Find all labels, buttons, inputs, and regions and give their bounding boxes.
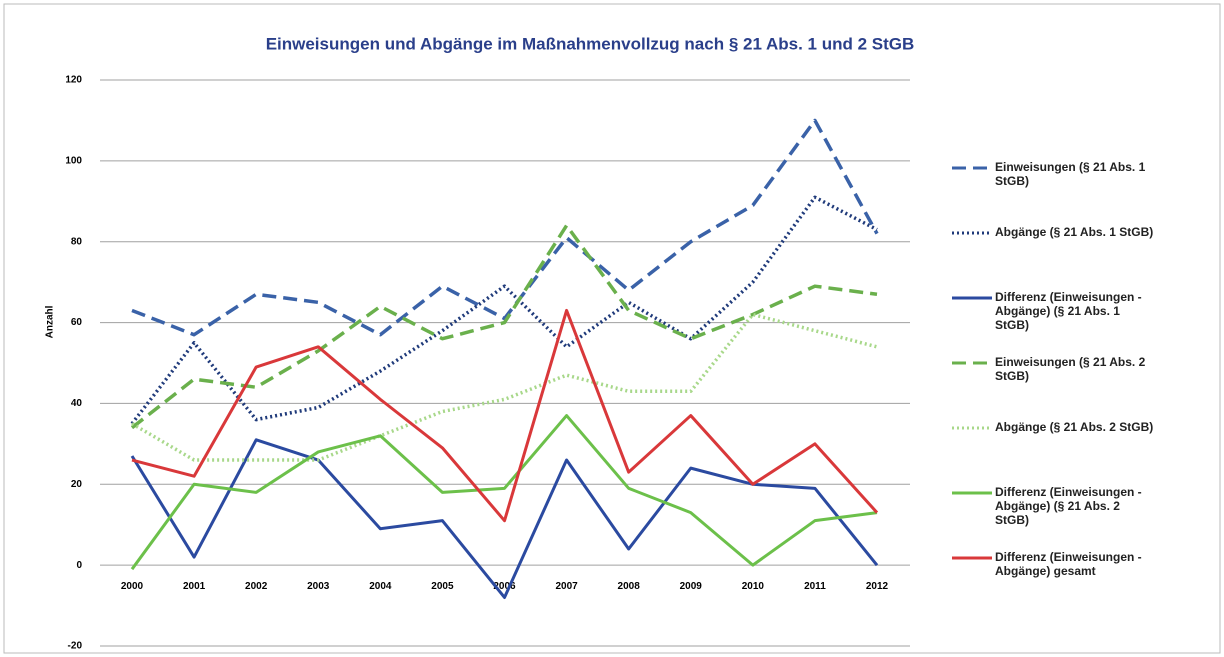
series-line	[130, 223, 878, 430]
legend-entry: Differenz (Einweisungen - Abgänge) gesam…	[950, 550, 1210, 615]
legend-label: Abgänge (§ 21 Abs. 2 StGB)	[995, 420, 1154, 434]
series-line	[131, 308, 879, 523]
y-tick-label: 40	[71, 398, 83, 409]
x-tick-label: 2005	[431, 581, 454, 592]
x-tick-label: 2002	[245, 581, 268, 592]
x-tick-label: 2009	[680, 581, 703, 592]
y-tick-label: 60	[71, 317, 83, 328]
legend-swatch	[952, 556, 992, 560]
legend-label: Einweisungen (§ 21 Abs. 1 StGB)	[995, 160, 1146, 188]
x-tick-label: 2011	[804, 581, 826, 592]
x-tick-label: 2006	[493, 581, 516, 592]
legend-label: Einweisungen (§ 21 Abs. 2 StGB)	[995, 355, 1146, 383]
legend-label: Differenz (Einweisungen - Abgänge) (§ 21…	[995, 485, 1142, 527]
series-line	[131, 118, 879, 337]
legend-swatch	[952, 231, 992, 235]
y-tick-label: 80	[71, 236, 83, 247]
legend-entry: Differenz (Einweisungen - Abgänge) (§ 21…	[950, 290, 1210, 355]
legend: Einweisungen (§ 21 Abs. 1 StGB) Abgänge (…	[950, 160, 1210, 615]
legend-swatch	[952, 296, 992, 300]
legend-entry: Abgänge (§ 21 Abs. 1 StGB)	[950, 225, 1210, 290]
legend-swatch	[952, 426, 992, 430]
x-tick-label: 2004	[369, 581, 392, 592]
legend-swatch	[952, 491, 992, 495]
x-tick-label: 2007	[555, 581, 578, 592]
chart-title: Einweisungen und Abgänge im Maßnahmenvol…	[266, 34, 915, 53]
frame	[3, 3, 1221, 654]
legend-entry: Abgänge (§ 21 Abs. 2 StGB)	[950, 420, 1210, 485]
y-axis-label: Anzahl	[45, 305, 56, 338]
y-tick-label: 20	[71, 479, 83, 490]
legend-label: Differenz (Einweisungen - Abgänge) (§ 21…	[995, 290, 1142, 332]
y-tick-label: 100	[65, 155, 82, 166]
legend-entry: Differenz (Einweisungen - Abgänge) (§ 21…	[950, 485, 1210, 550]
x-tick-label: 2008	[618, 581, 641, 592]
y-tick-label: 0	[76, 560, 82, 571]
legend-label: Differenz (Einweisungen - Abgänge) gesam…	[995, 550, 1142, 578]
legend-entry: Einweisungen (§ 21 Abs. 1 StGB)	[950, 160, 1210, 225]
series-line	[130, 195, 878, 425]
legend-entry: Einweisungen (§ 21 Abs. 2 StGB)	[950, 355, 1210, 420]
legend-swatch	[952, 166, 992, 170]
x-tick-label: 2012	[866, 581, 889, 592]
y-tick-label: -20	[68, 641, 83, 652]
y-tick-label: 120	[65, 75, 82, 86]
legend-label: Abgänge (§ 21 Abs. 1 StGB)	[995, 225, 1154, 239]
legend-swatch	[952, 361, 992, 365]
x-tick-label: 2000	[121, 581, 144, 592]
series-line	[130, 414, 878, 571]
x-tick-label: 2001	[183, 581, 206, 592]
x-tick-label: 2003	[307, 581, 330, 592]
x-tick-label: 2010	[742, 581, 765, 592]
